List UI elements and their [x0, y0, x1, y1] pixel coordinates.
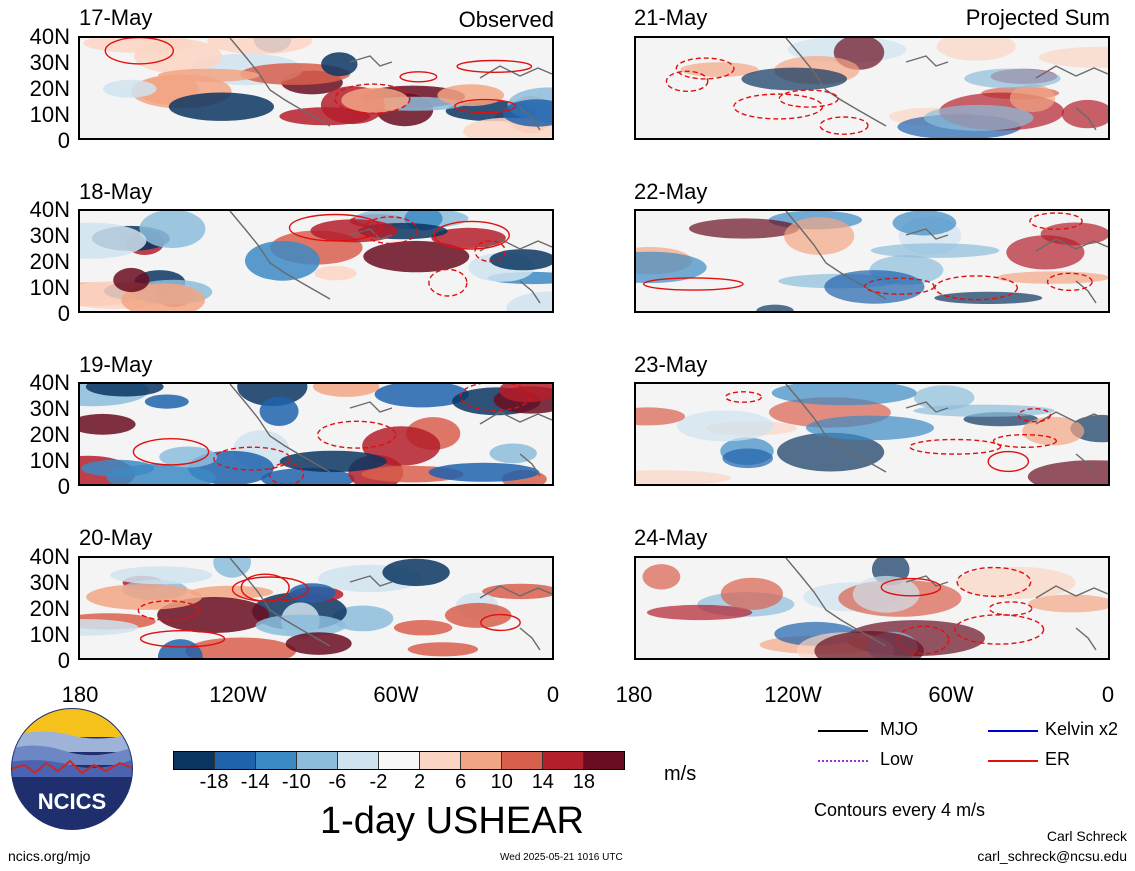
lat-label: 10N [29, 448, 70, 473]
legend-mjo-swatch [818, 730, 868, 732]
colorbar-tick-label: -18 [199, 771, 229, 793]
colorbar-tick-label: 10 [490, 771, 513, 793]
colorbar-unit: m/s [664, 763, 697, 785]
map-panel-proj-24-may [634, 556, 1110, 660]
colorbar-swatch [297, 752, 338, 769]
colorbar-tick-label: -6 [328, 771, 347, 793]
colorbar-tick-label: -10 [281, 771, 311, 793]
colorbar-swatch [420, 752, 461, 769]
colorbar-tick-label: 2 [413, 771, 426, 793]
colorbar-swatch [338, 752, 379, 769]
colorbar-tick-label: 6 [455, 771, 467, 793]
colorbar-tick-label: -14 [240, 771, 270, 793]
lat-label: 40N [29, 24, 70, 49]
panel-date-obs-0: 17-May [79, 5, 153, 30]
panel-date-obs-3: 20-May [79, 525, 153, 550]
lat-label: 10N [29, 102, 70, 127]
panel-date-proj-1: 22-May [634, 179, 708, 204]
colorbar-title: 1-day USHEAR [320, 800, 584, 842]
footer-timestamp: Wed 2025-05-21 1016 UTC [500, 852, 623, 863]
lon-label-obs-2: 60W [373, 682, 419, 707]
legend-kelvin-swatch [988, 730, 1038, 732]
colorbar-swatch [584, 752, 624, 769]
map-panel-obs-18-may [78, 209, 554, 313]
map-panel-proj-23-may [634, 382, 1110, 486]
lat-label: 40N [29, 544, 70, 569]
colorbar [173, 751, 625, 770]
lon-label-proj-3: 0 [1101, 682, 1115, 707]
lat-label: 20N [29, 596, 70, 621]
ncics-logo: NCICS [11, 708, 133, 830]
projected-sum-label: Projected Sum [965, 5, 1110, 30]
lat-label: 30N [29, 570, 70, 595]
panel-date-proj-3: 24-May [634, 525, 708, 550]
map-panel-obs-20-may [78, 556, 554, 660]
footer-author: Carl Schreck [1046, 828, 1127, 844]
lat-label: 10N [29, 275, 70, 300]
panel-date-obs-2: 19-May [79, 352, 153, 377]
colorbar-tick-label: 14 [531, 771, 554, 793]
colorbar-tick-label: 18 [572, 771, 596, 793]
logo-text: NCICS [38, 789, 106, 814]
colorbar-swatch [543, 752, 584, 769]
footer-site[interactable]: ncics.org/mjo [8, 848, 91, 864]
legend-low-swatch [818, 760, 868, 762]
colorbar-swatch [461, 752, 502, 769]
lon-label-obs-3: 0 [546, 682, 560, 707]
legend-mjo: MJO [880, 719, 918, 739]
lat-label: 30N [29, 223, 70, 248]
lat-label: 20N [29, 76, 70, 101]
lat-label: 30N [29, 50, 70, 75]
panel-date-proj-0: 21-May [634, 5, 708, 30]
map-panel-proj-22-may [634, 209, 1110, 313]
lon-label-obs-1: 120W [209, 682, 267, 707]
panel-date-obs-1: 18-May [79, 179, 153, 204]
lon-label-proj-0: 180 [615, 682, 653, 707]
lat-label: 0 [57, 648, 70, 673]
lat-label: 20N [29, 249, 70, 274]
map-panel-proj-21-may [634, 36, 1110, 140]
legend-low: Low [880, 749, 914, 769]
panel-date-proj-2: 23-May [634, 352, 708, 377]
lat-label: 40N [29, 197, 70, 222]
lon-label-proj-2: 60W [928, 682, 974, 707]
lat-label: 20N [29, 422, 70, 447]
legend-er: ER [1045, 749, 1071, 769]
legend-kelvin: Kelvin x2 [1045, 719, 1119, 739]
lon-label-obs-0: 180 [61, 682, 99, 707]
lat-label: 40N [29, 370, 70, 395]
footer-email[interactable]: carl_schreck@ncsu.edu [977, 848, 1127, 864]
lon-label-proj-1: 120W [764, 682, 822, 707]
map-panel-obs-17-may [78, 36, 554, 140]
colorbar-swatch [502, 752, 543, 769]
lat-label: 10N [29, 622, 70, 647]
lat-label: 0 [57, 301, 70, 326]
lat-label: 30N [29, 396, 70, 421]
lat-label: 0 [57, 128, 70, 153]
colorbar-swatch [174, 752, 215, 769]
contour-interval-note: Contours every 4 m/s [814, 800, 986, 820]
colorbar-tick-label: -2 [369, 771, 388, 793]
colorbar-swatch [379, 752, 420, 769]
observed-label: Observed [458, 7, 554, 32]
colorbar-swatch [215, 752, 256, 769]
legend-er-swatch [988, 760, 1038, 762]
lat-label: 0 [57, 474, 70, 499]
colorbar-swatch [256, 752, 297, 769]
map-panel-obs-19-may [78, 382, 554, 486]
